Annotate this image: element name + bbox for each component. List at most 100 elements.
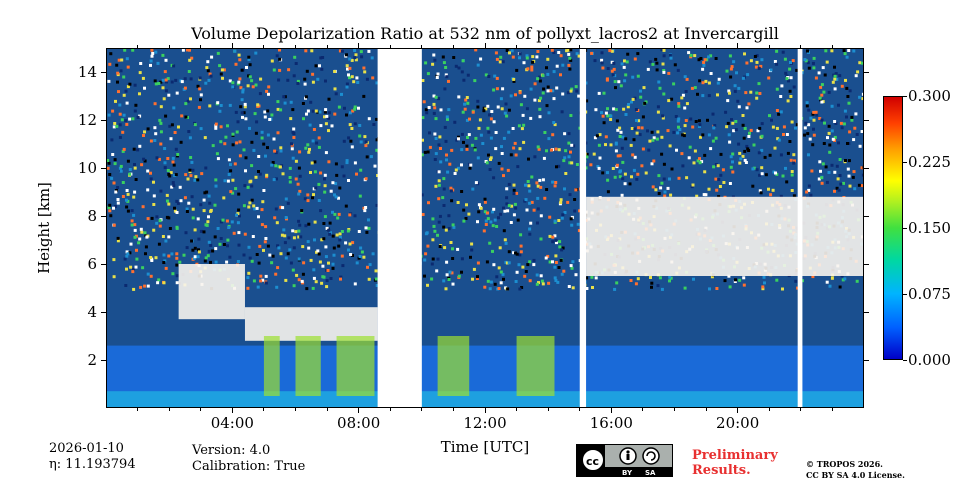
- depol-streak-0: [264, 336, 280, 396]
- y-tick-label: 4: [87, 303, 97, 321]
- data-gap-1: [580, 48, 586, 408]
- colorbar-tick: [903, 294, 907, 295]
- colorbar-tick-label: 0.300: [908, 87, 951, 105]
- date-info: 2026-01-10 η: 11.193794: [49, 441, 136, 473]
- cloud-layer-0: [179, 264, 245, 319]
- colorbar-tick-label: 0.225: [908, 153, 951, 171]
- x-minor-tick-top: [327, 45, 328, 48]
- cc-license-badge: cc BY SA: [576, 444, 673, 477]
- colorbar-tick-label: 0.000: [908, 351, 951, 369]
- y-tick-right: [864, 312, 869, 313]
- x-minor-tick: [769, 408, 770, 411]
- results-text: Results.: [692, 463, 778, 478]
- y-tick-right: [864, 168, 869, 169]
- x-tick: [232, 408, 233, 413]
- x-tick-label: 12:00: [463, 414, 506, 432]
- y-tick: [101, 72, 106, 73]
- copyright-line-2: CC BY SA 4.0 License.: [806, 470, 905, 481]
- heatmap-svg: [106, 48, 864, 408]
- cloud-layer-2: [586, 197, 864, 276]
- y-tick-label: 8: [87, 207, 97, 225]
- x-tick-top: [611, 43, 612, 48]
- x-minor-tick-top: [800, 45, 801, 48]
- x-minor-tick: [832, 408, 833, 411]
- y-tick: [101, 360, 106, 361]
- x-tick: [737, 408, 738, 413]
- preliminary-note: Preliminary Results.: [692, 448, 778, 478]
- surface-layer: [106, 391, 864, 408]
- y-tick-right: [864, 264, 869, 265]
- y-tick-right: [864, 216, 869, 217]
- colorbar-tick: [903, 162, 907, 163]
- preliminary-text: Preliminary: [692, 448, 778, 463]
- y-tick: [101, 216, 106, 217]
- eta-text: η: 11.193794: [49, 457, 136, 473]
- data-gap-0: [378, 48, 422, 408]
- x-minor-tick: [200, 408, 201, 411]
- calibration-text: Calibration: True: [192, 459, 305, 475]
- x-minor-tick-top: [548, 45, 549, 48]
- chart-title: Volume Depolarization Ratio at 532 nm of…: [106, 24, 864, 43]
- x-minor-tick-top: [263, 45, 264, 48]
- x-minor-tick-top: [579, 45, 580, 48]
- colorbar-tick-label: 0.075: [908, 285, 951, 303]
- y-axis-label: Height [km]: [35, 182, 53, 274]
- x-minor-tick-top: [137, 45, 138, 48]
- y-tick-label: 2: [87, 351, 97, 369]
- x-minor-tick: [453, 408, 454, 411]
- x-minor-tick: [516, 408, 517, 411]
- x-tick: [611, 408, 612, 413]
- x-minor-tick: [263, 408, 264, 411]
- x-minor-tick-top: [516, 45, 517, 48]
- cc-logo-icon: cc BY SA: [577, 445, 672, 476]
- colorbar: [883, 96, 903, 360]
- y-tick-label: 14: [78, 63, 97, 81]
- y-tick: [101, 264, 106, 265]
- y-tick-right: [864, 360, 869, 361]
- x-minor-tick: [169, 408, 170, 411]
- x-minor-tick-top: [453, 45, 454, 48]
- y-tick-label: 6: [87, 255, 97, 273]
- svg-text:cc: cc: [586, 455, 599, 468]
- x-minor-tick: [295, 408, 296, 411]
- x-minor-tick-top: [200, 45, 201, 48]
- y-tick-right: [864, 72, 869, 73]
- x-tick-label: 04:00: [211, 414, 254, 432]
- x-minor-tick: [327, 408, 328, 411]
- version-info: Version: 4.0 Calibration: True: [192, 443, 305, 475]
- x-minor-tick-top: [642, 45, 643, 48]
- x-minor-tick-top: [674, 45, 675, 48]
- depol-streak-4: [517, 336, 555, 396]
- data-gap-2: [798, 48, 803, 408]
- copyright: © TROPOS 2026. CC BY SA 4.0 License.: [806, 459, 905, 481]
- x-tick-label: 08:00: [337, 414, 380, 432]
- version-text: Version: 4.0: [192, 443, 305, 459]
- colorbar-tick: [903, 96, 907, 97]
- cc-sa-text: SA: [645, 469, 656, 476]
- y-tick: [101, 120, 106, 121]
- x-tick: [358, 408, 359, 413]
- depol-streak-1: [296, 336, 321, 396]
- plot-area: [106, 48, 864, 408]
- colorbar-tick-label: 0.150: [908, 219, 951, 237]
- copyright-line-1: © TROPOS 2026.: [806, 459, 905, 470]
- depol-streak-3: [438, 336, 470, 396]
- x-axis-label: Time [UTC]: [441, 438, 530, 456]
- y-tick-label: 12: [78, 111, 97, 129]
- x-minor-tick: [674, 408, 675, 411]
- y-tick-label: 10: [78, 159, 97, 177]
- x-minor-tick: [800, 408, 801, 411]
- date-text: 2026-01-10: [49, 441, 136, 457]
- x-minor-tick-top: [295, 45, 296, 48]
- x-tick-top: [737, 43, 738, 48]
- x-minor-tick-top: [390, 45, 391, 48]
- x-minor-tick-top: [169, 45, 170, 48]
- y-tick: [101, 312, 106, 313]
- y-tick-right: [864, 120, 869, 121]
- x-minor-tick: [642, 408, 643, 411]
- x-tick-label: 20:00: [716, 414, 759, 432]
- cc-by-text: BY: [622, 469, 633, 476]
- x-tick: [485, 408, 486, 413]
- x-tick-label: 16:00: [590, 414, 633, 432]
- x-minor-tick-top: [706, 45, 707, 48]
